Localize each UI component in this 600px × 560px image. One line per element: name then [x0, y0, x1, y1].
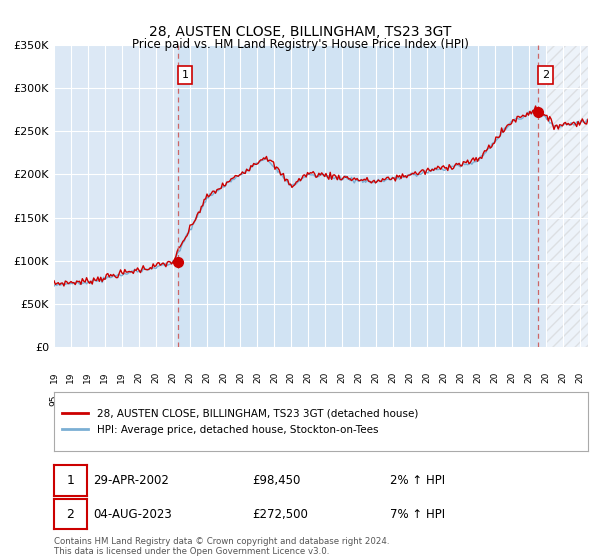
- Text: 26: 26: [575, 394, 584, 405]
- Text: 20: 20: [524, 371, 533, 383]
- Text: 1: 1: [67, 474, 74, 487]
- Text: 20: 20: [541, 371, 550, 383]
- Text: 11: 11: [321, 394, 330, 405]
- Text: 20: 20: [355, 371, 364, 383]
- Text: 2% ↑ HPI: 2% ↑ HPI: [390, 474, 445, 487]
- Text: 20: 20: [287, 371, 296, 383]
- Text: 20: 20: [457, 371, 466, 383]
- Text: 20: 20: [507, 371, 516, 383]
- Text: 07: 07: [253, 394, 262, 405]
- Text: 10: 10: [304, 394, 313, 405]
- Text: 14: 14: [371, 394, 380, 405]
- Text: 20: 20: [321, 371, 330, 383]
- Text: 13: 13: [355, 394, 364, 405]
- Text: 95: 95: [49, 394, 59, 405]
- Text: 2: 2: [542, 70, 549, 80]
- Text: 19: 19: [100, 371, 109, 383]
- Text: 12: 12: [338, 394, 347, 405]
- Text: 20: 20: [473, 394, 482, 405]
- Text: 16: 16: [406, 394, 415, 405]
- Text: 17: 17: [422, 394, 431, 405]
- Text: 2: 2: [67, 507, 74, 521]
- Text: 20: 20: [490, 371, 499, 383]
- Text: 19: 19: [49, 371, 59, 383]
- Text: 19: 19: [118, 371, 127, 383]
- Text: 20: 20: [371, 371, 380, 383]
- Text: 99: 99: [118, 394, 127, 405]
- Text: Contains HM Land Registry data © Crown copyright and database right 2024.: Contains HM Land Registry data © Crown c…: [54, 538, 389, 547]
- Text: 25: 25: [558, 394, 567, 405]
- Text: £98,450: £98,450: [252, 474, 301, 487]
- Text: 20: 20: [236, 371, 245, 383]
- Text: 21: 21: [490, 394, 499, 405]
- Text: 20: 20: [389, 371, 398, 383]
- Text: 20: 20: [473, 371, 482, 383]
- Text: £272,500: £272,500: [252, 507, 308, 521]
- Text: 09: 09: [287, 394, 296, 405]
- Text: 19: 19: [457, 394, 466, 405]
- Text: 02: 02: [168, 394, 177, 405]
- Text: 05: 05: [219, 394, 228, 405]
- Text: 20: 20: [151, 371, 160, 383]
- Text: 20: 20: [270, 371, 279, 383]
- Text: 20: 20: [253, 371, 262, 383]
- Text: 29-APR-2002: 29-APR-2002: [93, 474, 169, 487]
- Text: 20: 20: [219, 371, 228, 383]
- Text: This data is licensed under the Open Government Licence v3.0.: This data is licensed under the Open Gov…: [54, 548, 329, 557]
- Text: 98: 98: [100, 394, 109, 405]
- Text: 7% ↑ HPI: 7% ↑ HPI: [390, 507, 445, 521]
- Bar: [545, 45, 588, 347]
- Text: 23: 23: [524, 394, 533, 405]
- Text: Price paid vs. HM Land Registry's House Price Index (HPI): Price paid vs. HM Land Registry's House …: [131, 38, 469, 51]
- Text: 20: 20: [406, 371, 415, 383]
- Text: 20: 20: [575, 371, 584, 383]
- Text: 00: 00: [134, 394, 143, 405]
- Text: 20: 20: [134, 371, 143, 383]
- Text: 20: 20: [168, 371, 177, 383]
- Text: 24: 24: [541, 394, 550, 405]
- Text: 20: 20: [338, 371, 347, 383]
- Text: 19: 19: [83, 371, 92, 383]
- Text: 1: 1: [182, 70, 188, 80]
- Text: 15: 15: [389, 394, 398, 405]
- Text: 20: 20: [202, 371, 211, 383]
- Text: 20: 20: [439, 371, 448, 383]
- Text: 96: 96: [67, 394, 76, 405]
- Text: 97: 97: [83, 394, 92, 405]
- Text: 19: 19: [67, 371, 76, 383]
- Text: 20: 20: [185, 371, 194, 383]
- Bar: [178, 45, 538, 347]
- Text: 06: 06: [236, 394, 245, 405]
- Text: 20: 20: [304, 371, 313, 383]
- Text: 28, AUSTEN CLOSE, BILLINGHAM, TS23 3GT: 28, AUSTEN CLOSE, BILLINGHAM, TS23 3GT: [149, 25, 451, 39]
- Text: 20: 20: [558, 371, 567, 383]
- Text: 04-AUG-2023: 04-AUG-2023: [93, 507, 172, 521]
- Text: 03: 03: [185, 394, 194, 405]
- Text: 20: 20: [422, 371, 431, 383]
- Text: 04: 04: [202, 394, 211, 405]
- Legend: 28, AUSTEN CLOSE, BILLINGHAM, TS23 3GT (detached house), HPI: Average price, det: 28, AUSTEN CLOSE, BILLINGHAM, TS23 3GT (…: [58, 404, 422, 438]
- Text: 01: 01: [151, 394, 160, 405]
- Text: 18: 18: [439, 394, 448, 405]
- Text: 22: 22: [507, 394, 516, 405]
- Text: 08: 08: [270, 394, 279, 405]
